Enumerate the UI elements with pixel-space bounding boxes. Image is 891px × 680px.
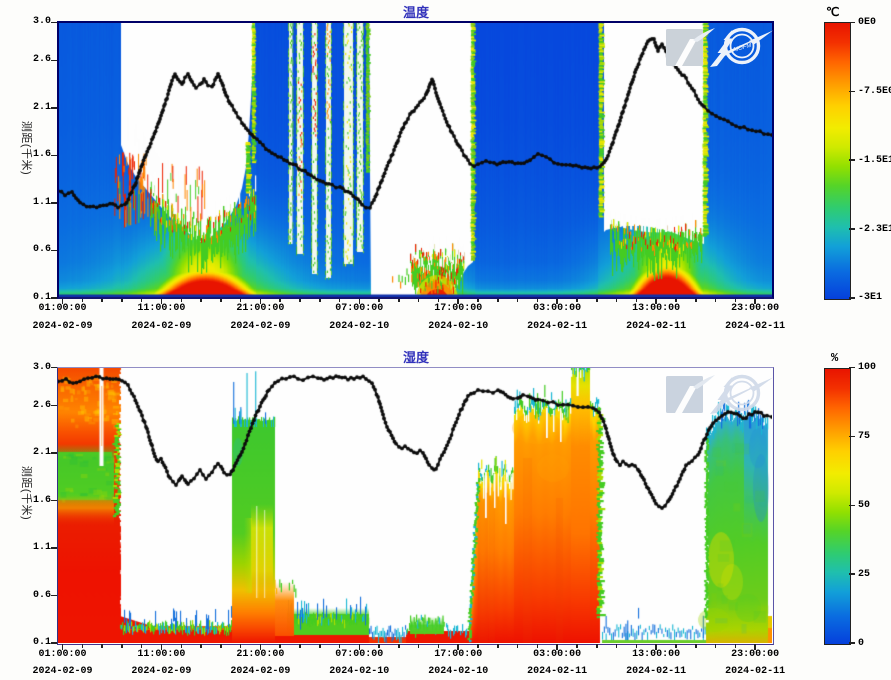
svg-text:AIOFM: AIOFM xyxy=(731,42,754,55)
